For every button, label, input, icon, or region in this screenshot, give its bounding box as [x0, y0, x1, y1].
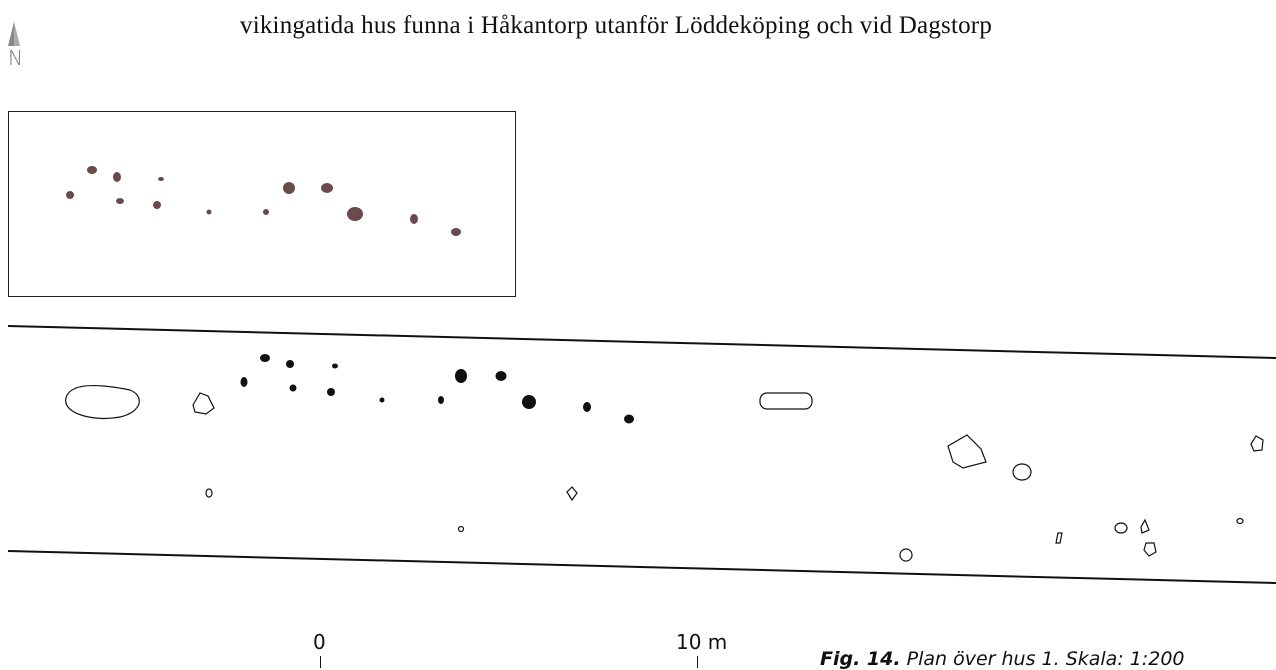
scale-label: 0 [313, 630, 326, 654]
trench-edge [7, 325, 1276, 359]
postholes [240, 354, 634, 424]
caption-text: Plan över hus 1. Skala: 1:200 [906, 648, 1185, 670]
north-arrow [8, 22, 20, 46]
caption-label: Fig. 14. [820, 648, 901, 670]
caption: Fig. 14. Plan över hus 1. Skala: 1:200 [820, 648, 1185, 670]
trench-edge [7, 550, 1276, 584]
inset-postholes [66, 166, 461, 236]
north-label: N [8, 46, 23, 70]
inset-frame [8, 111, 516, 297]
features [65, 384, 1264, 562]
scale-label: 10 m [676, 630, 728, 654]
body-text: vikingatida hus funna i Håkantorp utanfö… [240, 12, 993, 39]
